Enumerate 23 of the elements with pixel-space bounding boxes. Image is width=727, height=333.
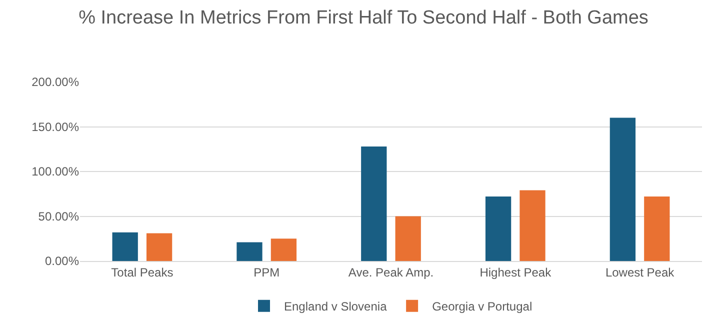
bar (610, 118, 636, 261)
y-tick-label: 0.00% (44, 254, 80, 268)
x-tick-label: Lowest Peak (605, 265, 676, 280)
legend-label: England v Slovenia (284, 300, 388, 314)
x-tick-label: Highest Peak (480, 265, 552, 280)
y-tick-label: 100.00% (32, 164, 80, 179)
y-tick-label: 150.00% (32, 120, 80, 134)
x-tick-label: Ave. Peak Amp. (348, 265, 434, 280)
bar (146, 233, 172, 261)
chart-title: % Increase In Metrics From First Half To Second Half - Both Games (78, 7, 648, 28)
bar (361, 146, 387, 261)
bar (270, 238, 297, 261)
x-tick-label: Total Peaks (111, 265, 174, 280)
y-tick-label: 200.00% (32, 75, 80, 90)
bar (644, 196, 670, 261)
bar (395, 216, 421, 261)
x-tick-label: PPM (254, 265, 280, 280)
bar (112, 232, 138, 261)
bar (236, 242, 262, 261)
legend-label: Georgia v Portugal (432, 300, 532, 314)
bar (485, 196, 512, 261)
y-tick-label: 50.00% (38, 209, 80, 224)
bar (520, 190, 546, 261)
